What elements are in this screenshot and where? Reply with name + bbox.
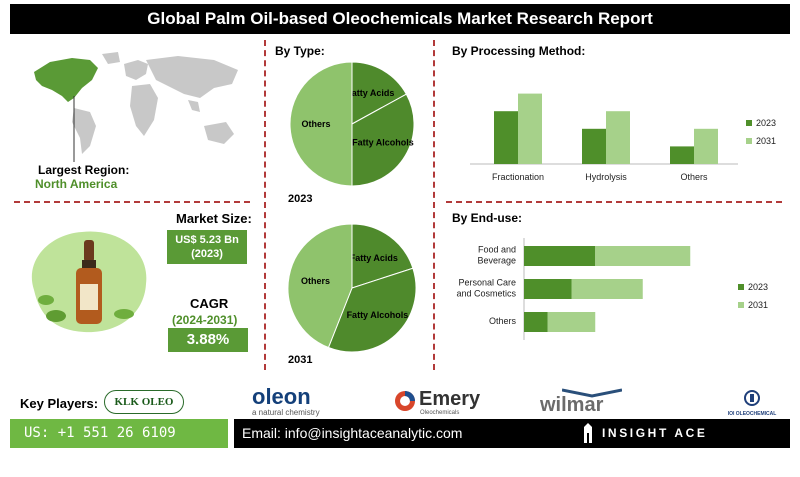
pie-chart-2031: Fatty Acids Fatty Alcohols Others: [287, 223, 417, 353]
market-size-year: (2023): [191, 248, 223, 260]
bar-others-2023: [670, 146, 694, 164]
pie-label-fatty-alcohols: Fatty Alcohols: [347, 310, 409, 320]
legend-label: 2023: [748, 282, 768, 292]
x-tick-label: Fractionation: [492, 172, 544, 182]
key-players-label: Key Players:: [20, 396, 99, 411]
ioi-logo: IOI OLEOCHEMICAL: [724, 390, 780, 417]
legend-label: 2023: [756, 118, 776, 128]
processing-heading: By Processing Method:: [452, 44, 586, 58]
pie-label-fatty-acids: Fatty Acids: [350, 253, 398, 263]
ioi-text: IOI OLEOCHEMICAL: [727, 411, 777, 417]
pie-slice-fatty-acids: [351, 61, 408, 125]
wilmar-chevron-icon: [562, 388, 622, 398]
legend-swatch: [738, 284, 744, 290]
enduse-heading: By End-use:: [452, 211, 523, 225]
market-size-box: US$ 5.23 Bn (2023): [167, 230, 247, 264]
market-size-value: US$ 5.23 Bn: [175, 234, 239, 246]
bar-fractionation-2023: [494, 111, 518, 164]
hbar-0-2023: [524, 246, 596, 266]
y-tick-label: Personal Care: [458, 278, 516, 288]
legend-swatch: [746, 138, 752, 144]
emery-subtext: Oleochemicals: [420, 410, 460, 416]
by-type-heading: By Type:: [275, 44, 325, 58]
pie-slice-fatty-acids: [351, 223, 414, 289]
hbar-1-2031: [571, 279, 643, 299]
phone-contact[interactable]: US: +1 551 26 6109: [10, 419, 228, 448]
pie-label-others: Others: [302, 119, 331, 129]
bar-others-2031: [694, 128, 718, 164]
pie-slice-others: [287, 223, 353, 349]
largest-region-label: Largest Region:: [38, 163, 130, 177]
footer-bar: Email: info@insightaceanalytic.com INSIG…: [234, 419, 790, 469]
divider-left: [264, 40, 266, 370]
pie-2023-year: 2023: [288, 193, 313, 205]
report-title: Global Palm Oil-based Oleochemicals Mark…: [10, 4, 790, 34]
emery-text: Emery: [419, 388, 481, 410]
bar-hydrolysis-2023: [582, 128, 606, 164]
divider-h-left: [14, 201, 250, 203]
hbar-0-2031: [595, 246, 691, 266]
pie-slice-fatty-alcohols: [351, 93, 415, 187]
cagr-period: (2024-2031): [172, 313, 238, 327]
cagr-label: CAGR: [190, 296, 229, 311]
north-america-region: [34, 58, 98, 102]
insight-ace-logo-icon: [582, 423, 594, 443]
market-size-label: Market Size:: [176, 211, 252, 226]
legend-label: 2031: [756, 136, 776, 146]
pie-slice-fatty-alcohols: [327, 267, 417, 353]
x-tick-label: Hydrolysis: [585, 172, 627, 182]
processing-bar-chart: Fractionation Hydrolysis Others 2023 2031: [470, 93, 776, 182]
world-map: [34, 52, 238, 162]
divider-h-right: [446, 201, 782, 203]
pie-label-others: Others: [301, 276, 330, 286]
oil-bottle-illustration: [31, 231, 147, 333]
wilmar-text: wilmar: [540, 394, 604, 416]
emery-mark-icon: [395, 391, 415, 411]
x-tick-label: Others: [680, 172, 708, 182]
klk-oleo-text: KLK OLEO: [114, 396, 174, 408]
bar-hydrolysis-2031: [606, 111, 630, 164]
legend-swatch: [738, 302, 744, 308]
hbar-1-2023: [524, 279, 572, 299]
pie-label-fatty-alcohols: Fatty Alcohols: [352, 137, 414, 147]
pie-slice-others: [289, 61, 353, 187]
legend-swatch: [746, 120, 752, 126]
y-tick-label: Beverage: [477, 256, 516, 266]
y-tick-label: Others: [489, 316, 517, 326]
bar-fractionation-2031: [518, 93, 542, 164]
hbar-2-2023: [524, 312, 548, 332]
oleon-logo: oleon a natural chemistry: [252, 384, 320, 418]
cagr-value: 3.88%: [168, 328, 248, 352]
email-contact[interactable]: Email: info@insightaceanalytic.com: [242, 425, 463, 441]
hbar-2-2031: [547, 312, 596, 332]
divider-right: [433, 40, 435, 370]
pie-label-fatty-acids: Fatty Acids: [346, 88, 394, 98]
oleon-subtext: a natural chemistry: [252, 408, 320, 417]
ioi-emblem-icon: [744, 390, 760, 406]
oleon-text: oleon: [252, 384, 311, 409]
y-tick-label: and Cosmetics: [456, 289, 516, 299]
pie-2031-year: 2031: [288, 354, 313, 366]
y-tick-label: Food and: [478, 245, 516, 255]
klk-oleo-logo: KLK OLEO: [104, 390, 184, 414]
pie-chart-2023: Fatty Acids Fatty Alcohols Others: [289, 61, 415, 187]
largest-region-value: North America: [35, 177, 118, 191]
legend-label: 2031: [748, 300, 768, 310]
brand-name: INSIGHT ACE ANALYTIC: [602, 426, 708, 469]
